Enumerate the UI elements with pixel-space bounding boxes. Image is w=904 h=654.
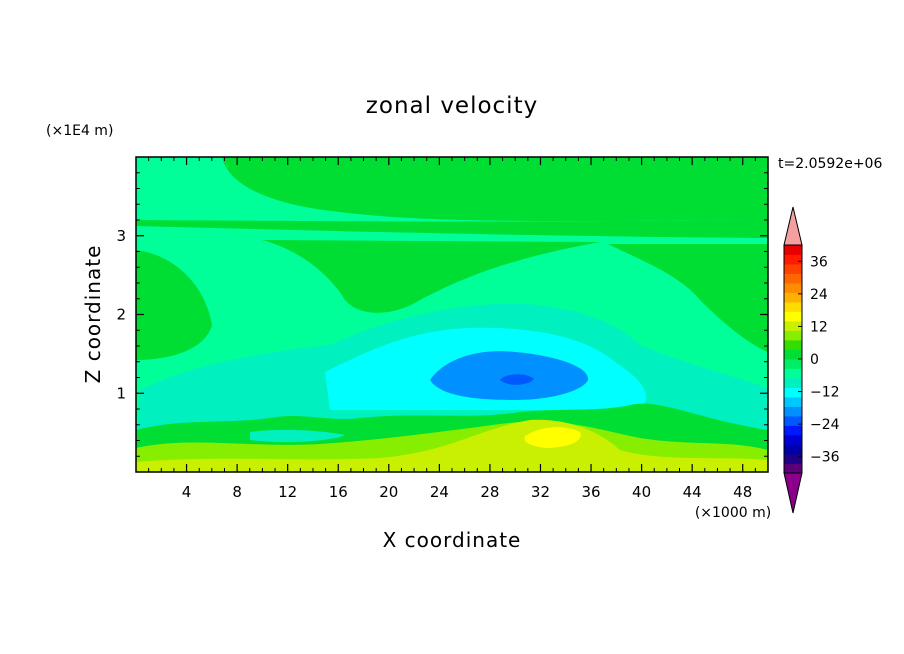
y-scale-label: (×1E4 m) (46, 123, 113, 139)
x-scale-label: (×1000 m) (695, 505, 771, 521)
colorbar-tick-label: 36 (810, 254, 828, 270)
x-tick-label: 12 (278, 483, 297, 501)
contour-upper-green-right (520, 157, 768, 218)
contour-left-green-lobe (136, 250, 212, 360)
contour-yellow-core (524, 427, 581, 448)
colorbar-tick-label: 24 (810, 287, 828, 303)
x-axis-label: X coordinate (383, 528, 522, 552)
colorbar-tick-label: −24 (810, 417, 840, 433)
y-axis: 1 2 3 (116, 172, 768, 457)
y-tick-label: 1 (116, 384, 126, 402)
colorbar-segment (784, 292, 802, 303)
colorbar-tick-label: −36 (810, 450, 840, 466)
y-tick-label: 2 (116, 306, 126, 324)
contour-yellow-green-band (136, 419, 768, 472)
colorbar-extend-low (783, 472, 803, 514)
colorbar-segment (784, 321, 802, 331)
contour-deep-blue-spot (500, 374, 534, 385)
colorbar-segment (784, 264, 802, 274)
x-tick-label: 48 (733, 483, 752, 501)
x-tick-label: 28 (480, 483, 499, 501)
colorbar-segment (784, 245, 802, 255)
colorbar-tick-label: 0 (810, 352, 819, 368)
colorbar-segment (784, 397, 802, 407)
x-tick-label: 32 (531, 483, 550, 501)
colorbar-segment (784, 340, 802, 350)
x-tick-label: 8 (232, 483, 242, 501)
x-tick-label: 20 (379, 483, 398, 501)
chart-title: zonal velocity (366, 93, 538, 119)
colorbar-segment (784, 406, 802, 417)
colorbar-segment (784, 463, 802, 474)
colorbar-segment (784, 368, 802, 379)
x-tick-label: 36 (581, 483, 600, 501)
x-tick-label: 40 (632, 483, 651, 501)
colorbar-segment (784, 387, 802, 398)
x-tick-label: 16 (329, 483, 348, 501)
contour-lower-teal-pocket (250, 429, 345, 443)
y-axis-label: Z coordinate (81, 245, 105, 384)
colorbar-segment (784, 378, 802, 388)
colorbar-segment (784, 302, 802, 312)
contour-mid-green-lobe (262, 240, 600, 313)
colorbar-segment (784, 444, 802, 455)
x-tick-label: 44 (683, 483, 702, 501)
contour-right-green-lobe (608, 244, 768, 352)
colorbar: 36 24 12 0 −12 −24 −36 (783, 206, 840, 514)
colorbar-segment (784, 283, 802, 293)
colorbar-segment (784, 416, 802, 426)
colorbar-segment (784, 359, 802, 369)
colorbar-extend-high (783, 206, 803, 246)
colorbar-segment (784, 349, 802, 360)
time-label: t=2.0592e+06 (778, 156, 882, 172)
colorbar-segment (784, 254, 802, 265)
x-tick-label: 24 (430, 483, 449, 501)
colorbar-segment (784, 425, 802, 436)
colorbar-segment (784, 273, 802, 284)
colorbar-tick-label: −12 (810, 385, 840, 401)
colorbar-segment (784, 435, 802, 445)
colorbar-tick-label: 12 (810, 319, 828, 335)
contour-upper-green-band (136, 220, 768, 238)
colorbar-segment (784, 311, 802, 322)
contour-field (136, 157, 768, 472)
x-axis: 4 8 12 16 20 24 28 32 36 40 44 48 (148, 157, 756, 501)
y-tick-label: 3 (116, 227, 126, 245)
colorbar-segment (784, 330, 802, 341)
colorbar-segment (784, 454, 802, 464)
x-tick-label: 4 (182, 483, 192, 501)
